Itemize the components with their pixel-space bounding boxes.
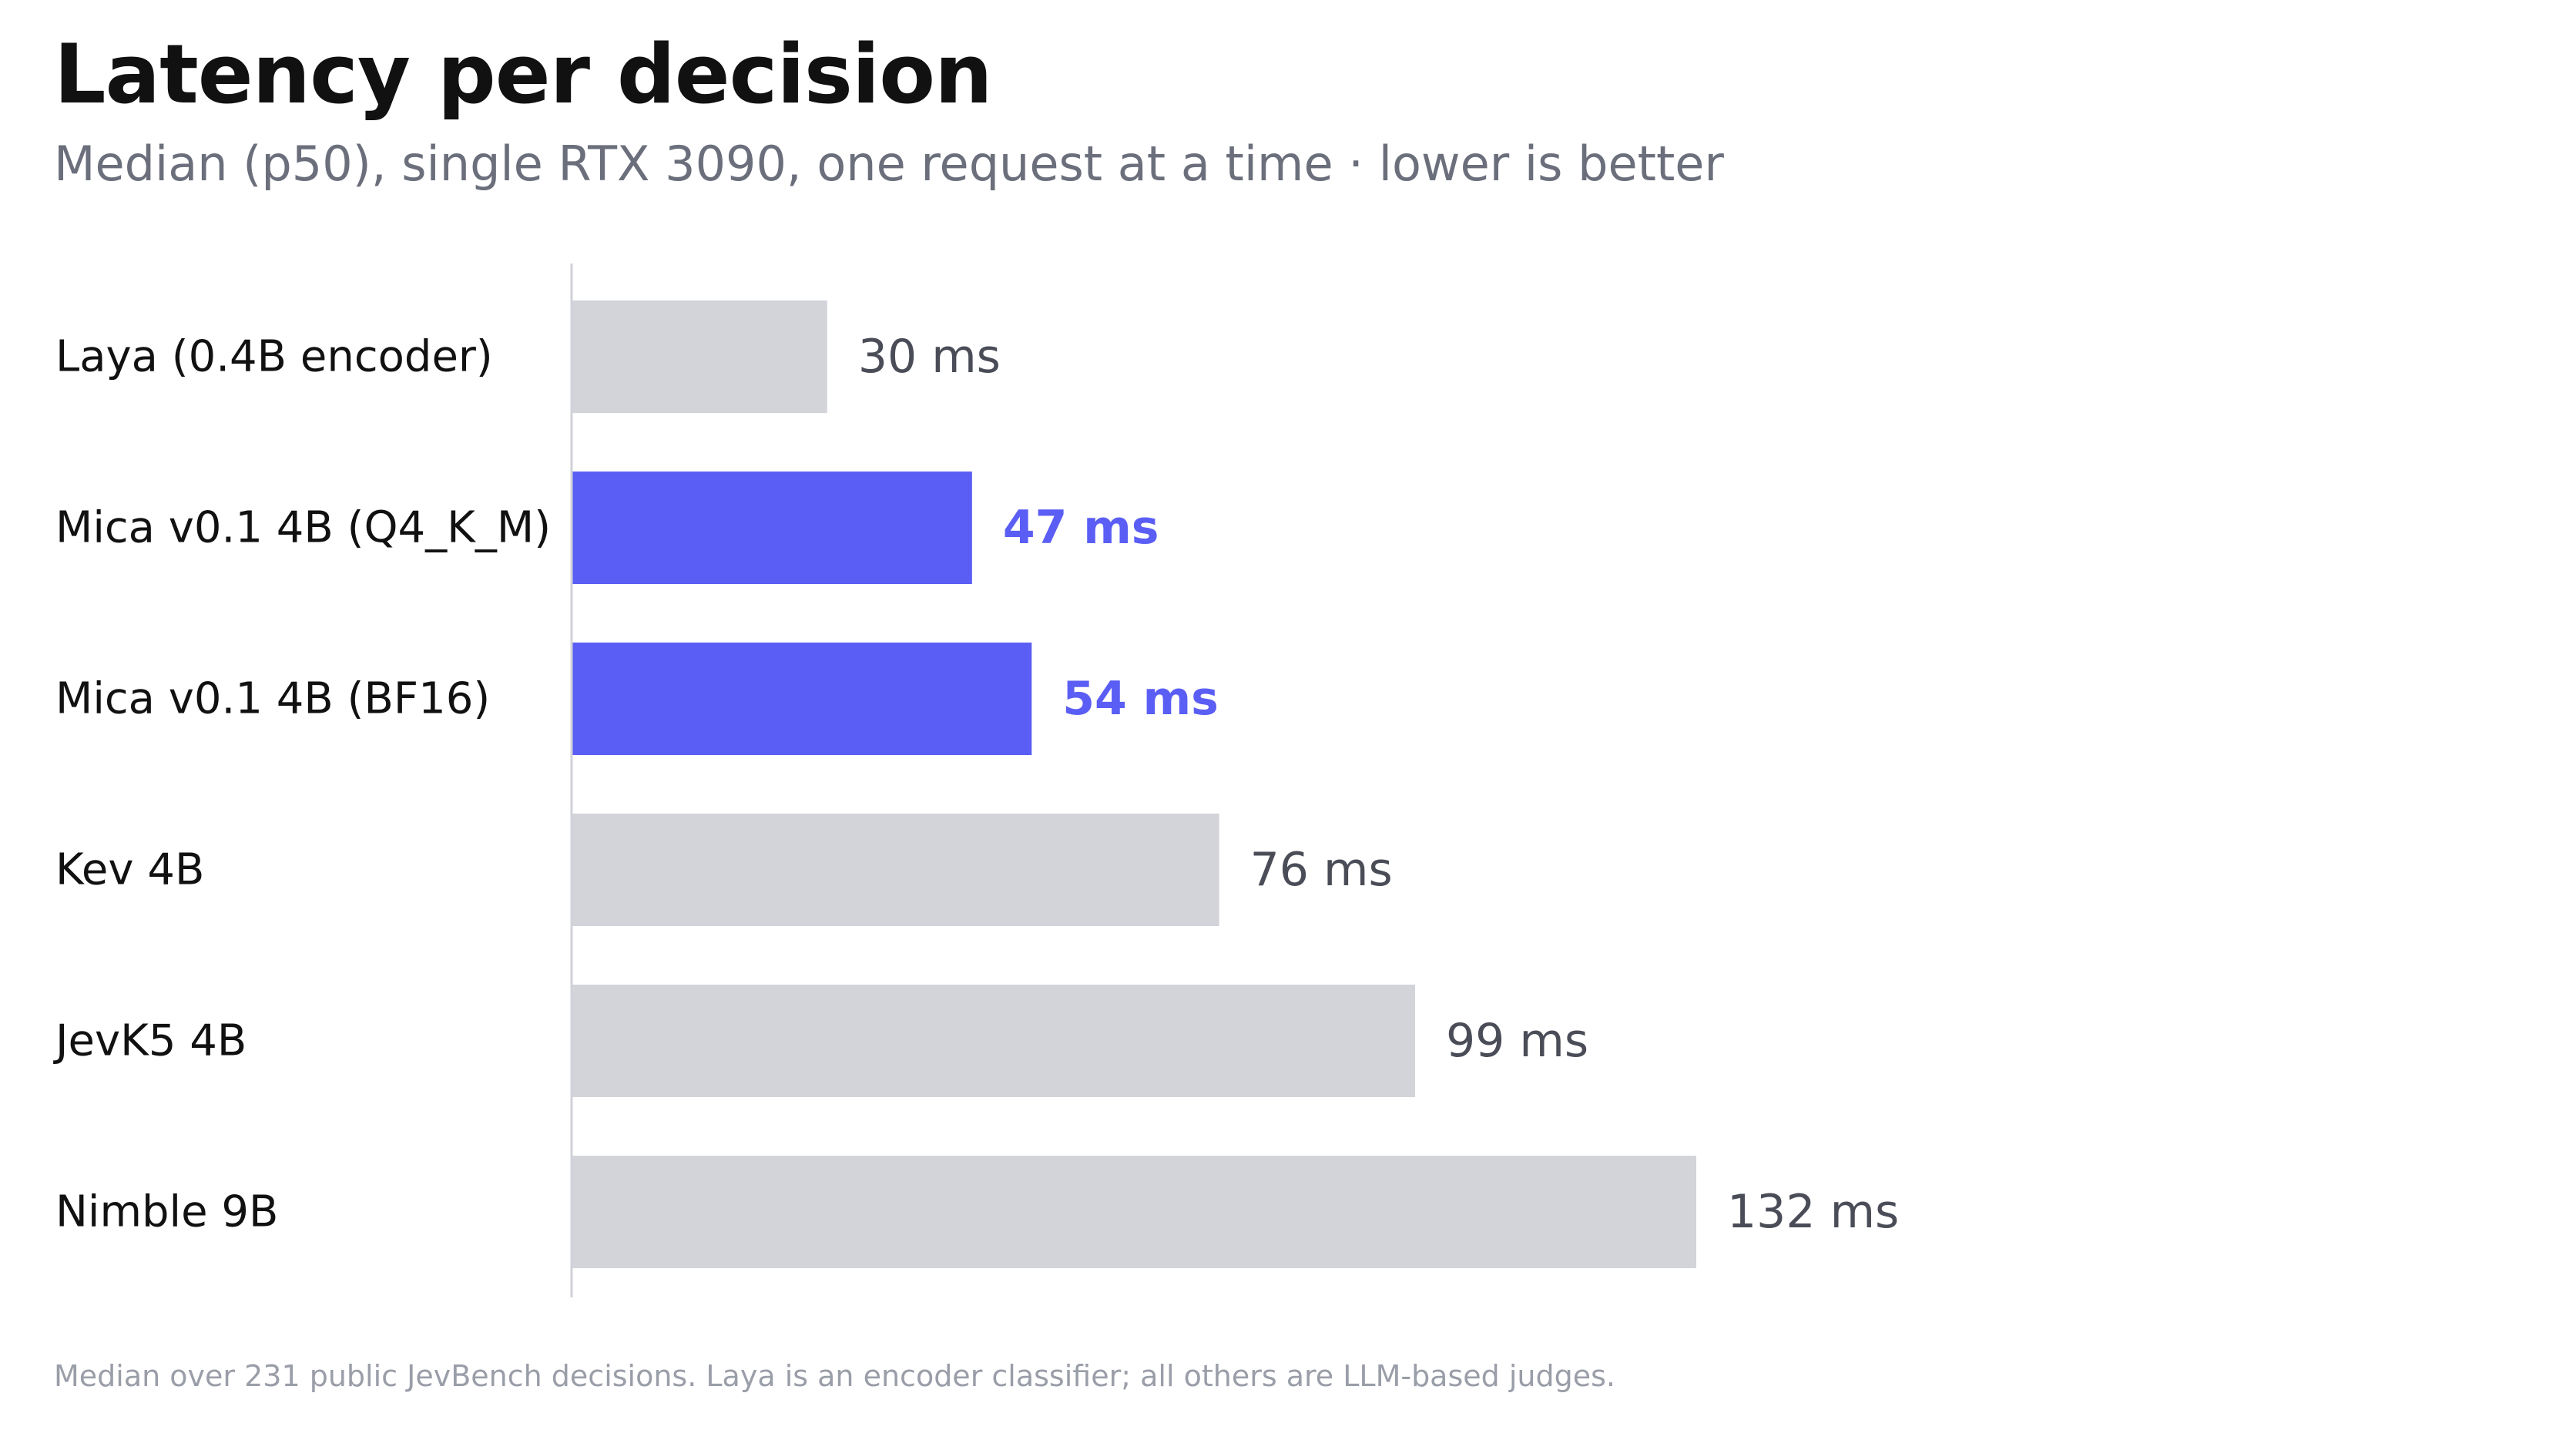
category-label-0: Laya (0.4B encoder) (55, 332, 493, 382)
category-label-2: Mica v0.1 4B (BF16) (55, 674, 490, 724)
bar-2 (572, 643, 1032, 755)
bar-0 (572, 300, 827, 413)
value-label-3: 76 ms (1250, 843, 1393, 897)
value-label-4: 99 ms (1446, 1014, 1588, 1068)
category-label-1: Mica v0.1 4B (Q4_K_M) (55, 503, 551, 553)
chart-subtitle: Median (p50), single RTX 3090, one reque… (54, 136, 1724, 192)
value-label-2: 54 ms (1062, 672, 1219, 726)
value-label-5: 132 ms (1727, 1185, 1899, 1239)
bar-4 (572, 985, 1415, 1097)
bar-1 (572, 472, 972, 584)
value-label-1: 47 ms (1003, 501, 1159, 555)
value-label-0: 30 ms (858, 330, 1001, 384)
chart-title: Latency per decision (54, 27, 993, 122)
bar-3 (572, 814, 1219, 926)
category-label-5: Nimble 9B (55, 1187, 278, 1237)
bar-5 (572, 1156, 1696, 1268)
chart-footnote: Median over 231 public JevBench decision… (54, 1359, 1615, 1393)
category-label-3: Kev 4B (55, 845, 204, 895)
category-label-4: JevK5 4B (53, 1016, 247, 1066)
